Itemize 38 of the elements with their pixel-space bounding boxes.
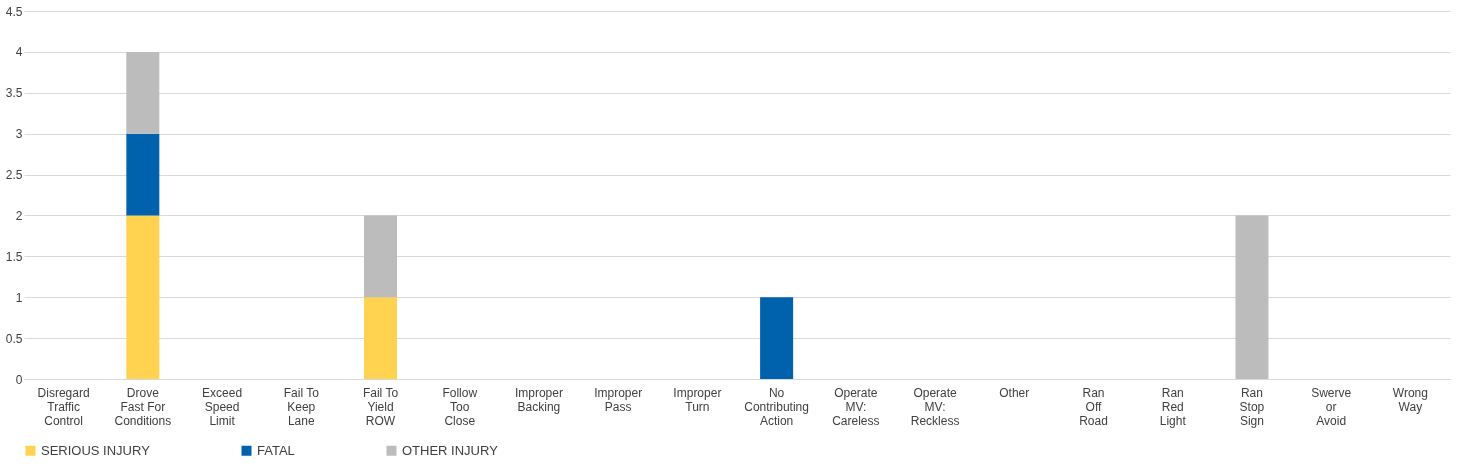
x-tick-label: Other: [999, 385, 1030, 400]
x-tick-label: Improper Pass: [594, 385, 643, 414]
x-tick-label: Fail To Keep Lane: [283, 385, 320, 428]
x-tick-label: Swerve or Avoid: [1311, 385, 1352, 428]
x-tick-label: Ran Stop Sign: [1239, 385, 1265, 428]
y-tick-label: 2.5: [5, 168, 23, 183]
x-tick-label: Operate MV: Careless: [832, 385, 880, 428]
y-tick-label: 3.5: [5, 86, 23, 101]
y-tick-label: 4: [15, 45, 23, 60]
x-tick-label: Drove Fast For Conditions: [114, 385, 172, 428]
x-tick-label: Improper Turn: [673, 385, 722, 414]
y-tick-label: 0.5: [5, 331, 23, 346]
y-tick-label: 1.5: [5, 249, 23, 264]
bar: [760, 297, 794, 379]
x-tick-label: Fail To Yield ROW: [362, 385, 399, 428]
bar: [126, 215, 160, 379]
bar: [364, 215, 397, 298]
x-tick-label: Disregard Traffic Control: [37, 385, 90, 428]
legend-label: SERIOUS INJURY: [41, 442, 151, 458]
x-tick-label: Ran Red Light: [1159, 385, 1187, 428]
y-tick-label: 2: [15, 208, 23, 223]
x-tick-label: Operate MV: Reckless: [910, 385, 960, 428]
y-tick-label: 4.5: [5, 4, 23, 19]
x-tick-label: Wrong Way: [1392, 385, 1428, 414]
legend-label: FATAL: [257, 442, 295, 458]
x-tick-label: Follow Too Close: [442, 385, 478, 428]
bar: [126, 51, 160, 134]
legend-label: OTHER INJURY: [402, 442, 499, 458]
bar: [126, 133, 160, 216]
y-tick-label: 1: [15, 290, 23, 305]
y-tick-label: 0: [15, 372, 23, 387]
bar: [364, 297, 397, 379]
x-tick-label: Improper Backing: [514, 385, 563, 414]
x-tick-label: Exceed Speed Limit: [202, 385, 243, 428]
x-tick-label: Ran Off Road: [1079, 385, 1108, 428]
x-tick-label: No Contributing Action: [744, 385, 809, 428]
y-tick-label: 3: [15, 127, 23, 142]
bar: [1235, 215, 1269, 379]
